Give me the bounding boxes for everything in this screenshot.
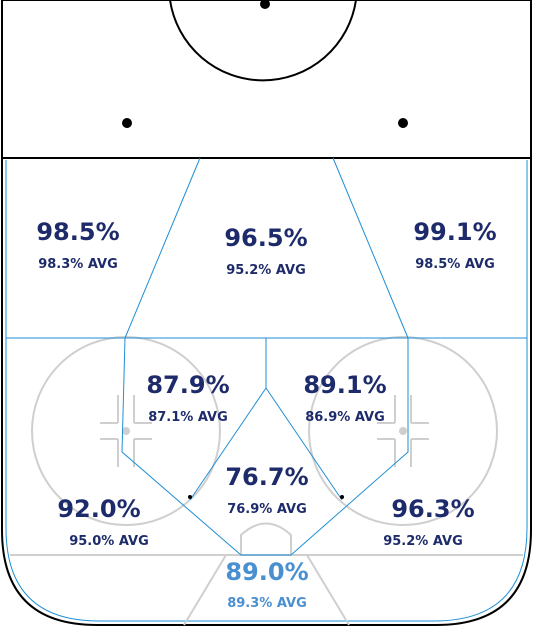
zone-avg: 95.2% AVG [226, 263, 306, 278]
zone-avg: 95.2% AVG [383, 534, 463, 549]
zone-pct: 99.1% [413, 218, 496, 246]
zone-inner-line [5, 160, 528, 622]
zone-right-point: 99.1% 98.5% AVG [413, 218, 496, 272]
zone-avg: 98.3% AVG [38, 257, 118, 272]
zone-slot: 76.7% 76.9% AVG [225, 463, 308, 517]
left-faceoff-circle [31, 336, 221, 526]
right-faceoff-dot [399, 427, 407, 435]
rink-markings [10, 336, 523, 626]
right-hash-marks [377, 395, 429, 467]
right-boundary-dot [340, 495, 344, 499]
zone-right-high-slot: 89.1% 86.9% AVG [303, 371, 386, 425]
zone-avg: 86.9% AVG [305, 410, 385, 425]
neutral-zone [1, 0, 532, 159]
zone-pct: 98.5% [36, 218, 119, 246]
zone-center-point: 96.5% 95.2% AVG [224, 224, 307, 278]
zone-pct: 76.7% [225, 463, 308, 491]
zone-crease: 89.0% 89.3% AVG [225, 558, 308, 611]
right-faceoff-circle [308, 336, 498, 526]
zone-left-circle: 92.0% 95.0% AVG [57, 495, 148, 549]
trapezoid-left [183, 554, 227, 626]
left-faceoff-dot [122, 427, 130, 435]
zone-boards [1, 158, 532, 626]
zone-boundaries [6, 157, 527, 556]
left-hash-marks [100, 395, 152, 467]
zone-pct: 92.0% [57, 495, 140, 523]
center-dot [260, 0, 270, 9]
trapezoid-right [306, 554, 350, 626]
zone-pct: 89.0% [225, 558, 308, 586]
zone-pct: 89.1% [303, 371, 386, 399]
zone-left-high-slot: 87.9% 87.1% AVG [146, 371, 229, 425]
right-neutral-dot [398, 118, 408, 128]
left-neutral-dot [122, 118, 132, 128]
zone-pct: 96.3% [391, 495, 474, 523]
zone-pct: 96.5% [224, 224, 307, 252]
zone-pct: 87.9% [146, 371, 229, 399]
zone-left-point: 98.5% 98.3% AVG [36, 218, 119, 272]
goal-crease [240, 522, 292, 555]
zone-avg: 89.3% AVG [227, 596, 307, 611]
zone-avg: 76.9% AVG [227, 502, 307, 517]
left-boundary-dot [188, 495, 192, 499]
zone-right-circle: 96.3% 95.2% AVG [383, 495, 474, 549]
zone-avg: 87.1% AVG [148, 410, 228, 425]
center-circle [169, 0, 357, 82]
zone-avg: 98.5% AVG [415, 257, 495, 272]
zone-avg: 95.0% AVG [69, 534, 149, 549]
